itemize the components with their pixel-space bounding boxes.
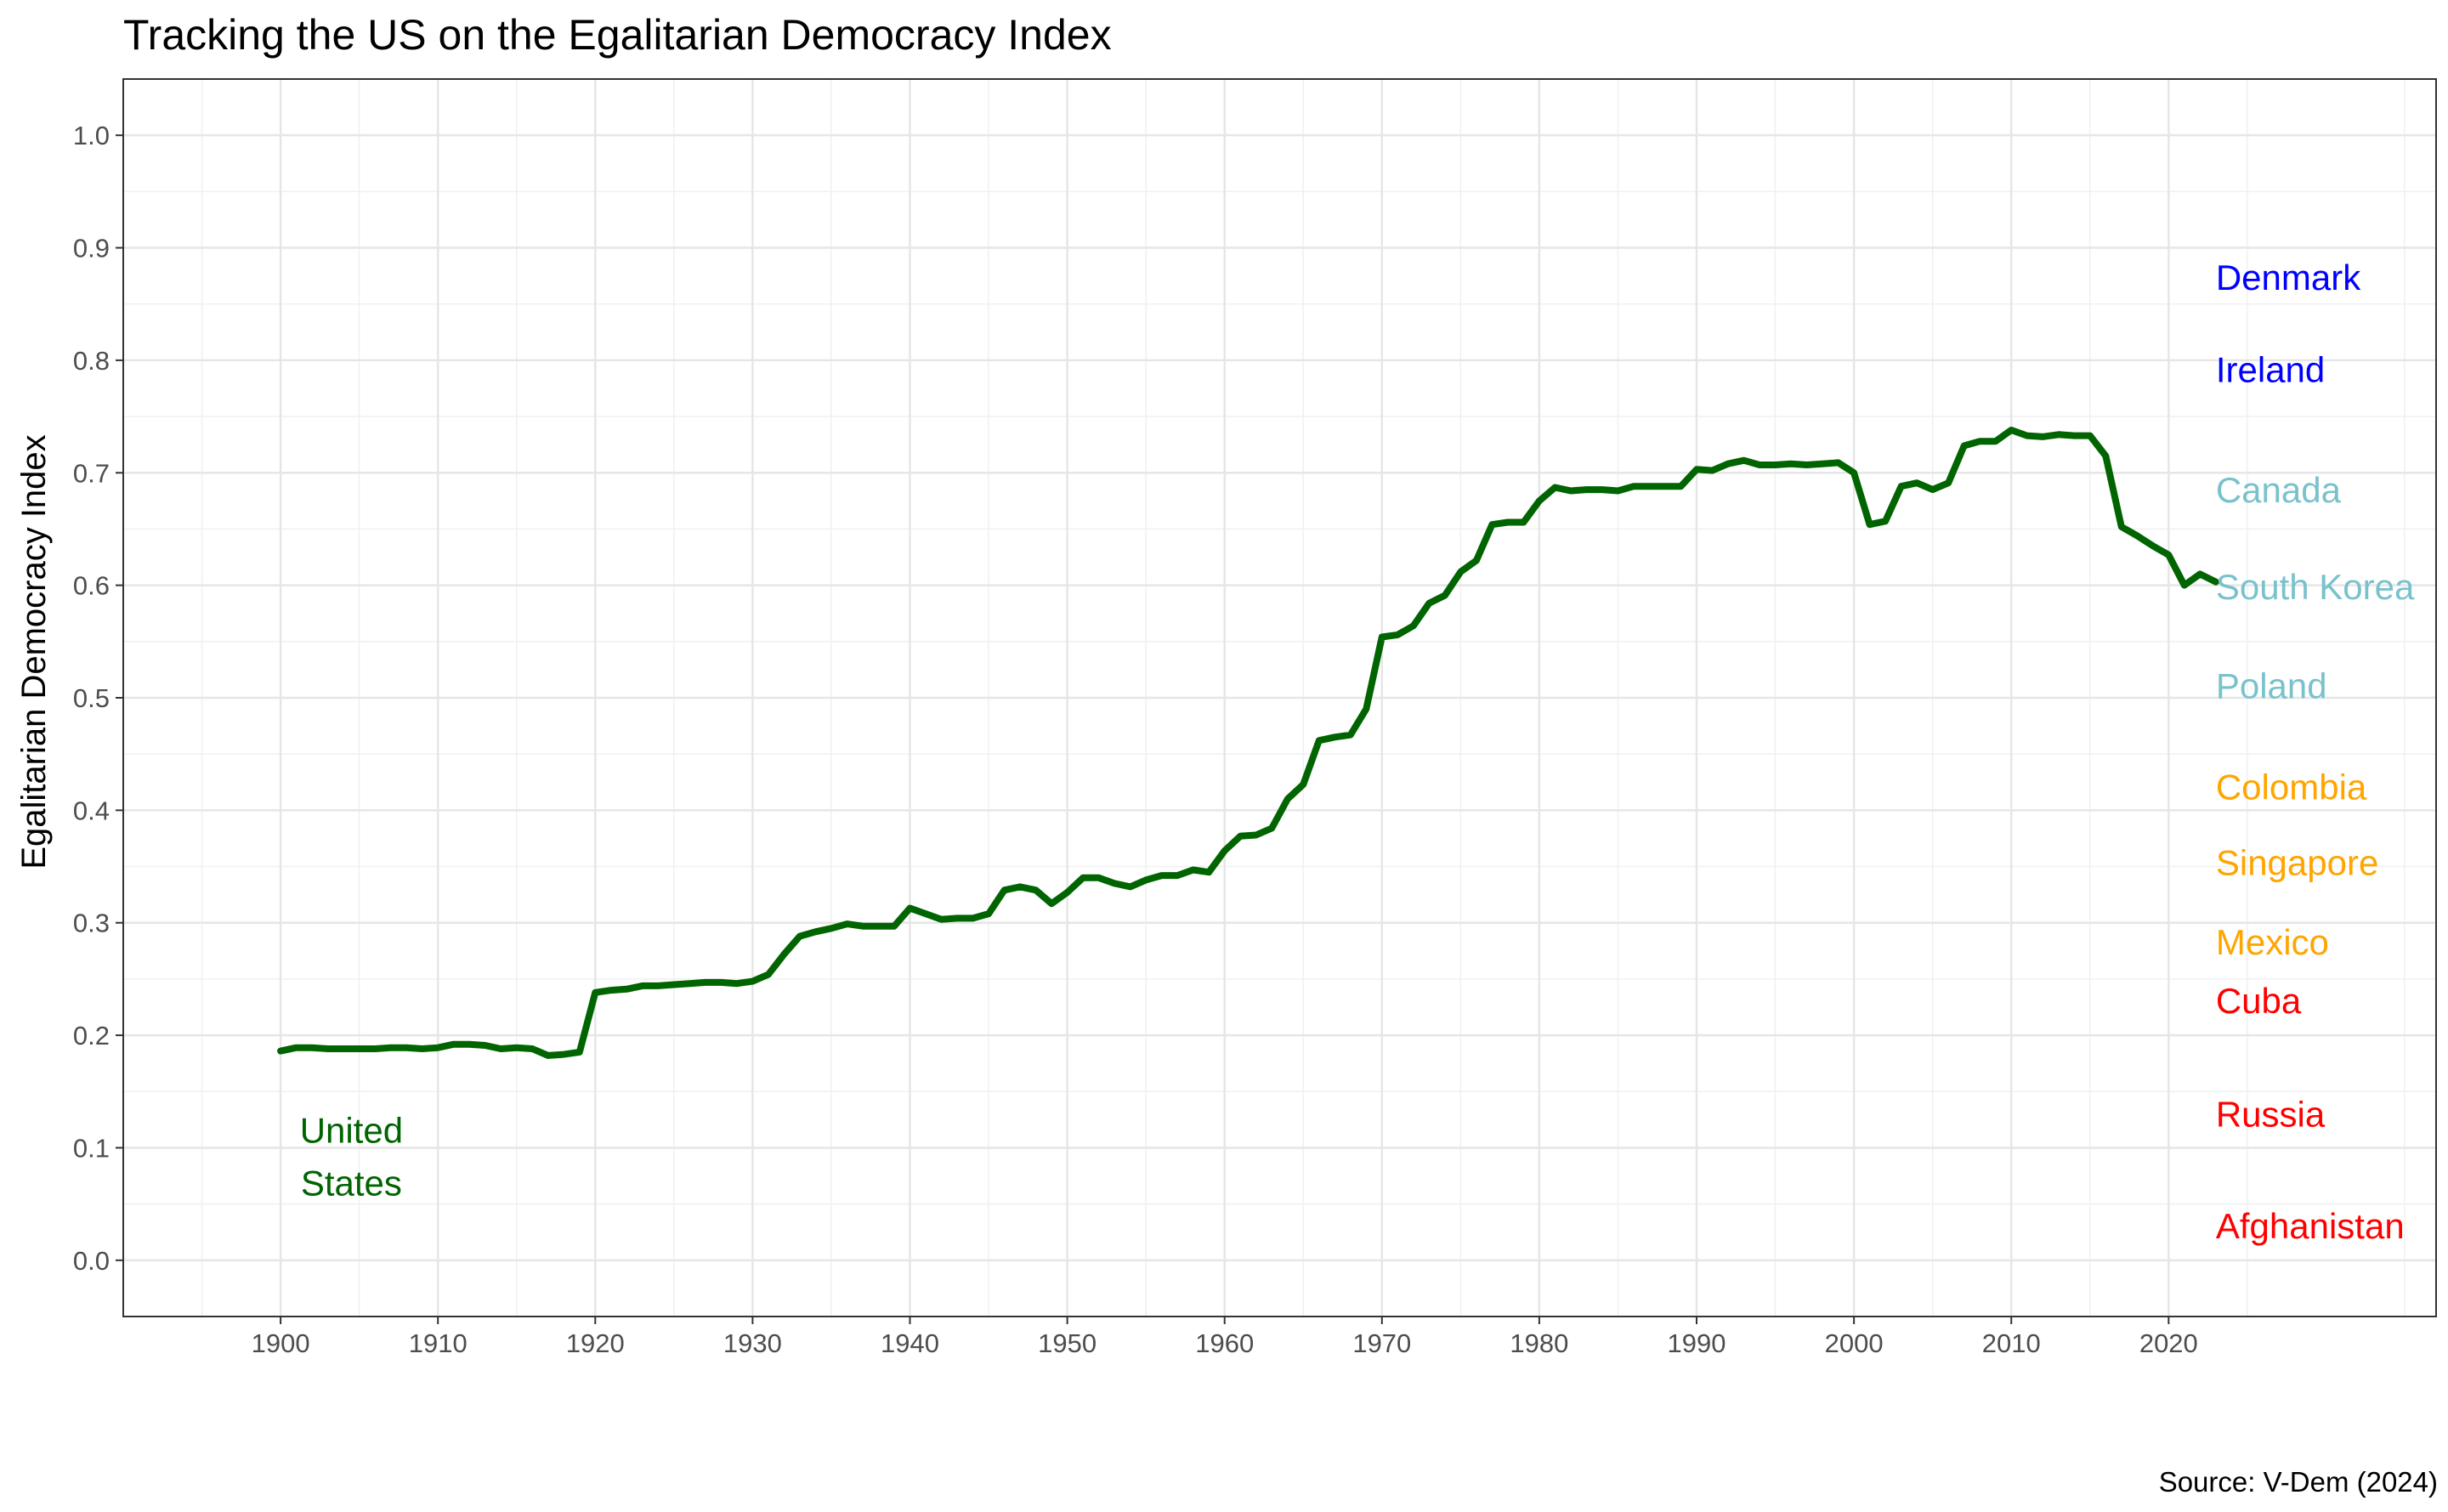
y-tick-label: 1.0 <box>73 121 110 150</box>
series-label: States <box>301 1164 402 1203</box>
x-tick-label: 1990 <box>1668 1328 1726 1358</box>
y-tick-label: 0.5 <box>73 683 110 713</box>
x-tick-label: 2000 <box>1825 1328 1884 1358</box>
chart-title: Tracking the US on the Egalitarian Democ… <box>123 11 1112 59</box>
series-layer: United States <box>277 427 2219 1203</box>
country-labels: Denmark Ireland Canada South Korea Poland Col… <box>2216 258 2415 1246</box>
x-tick-label: 2020 <box>2139 1328 2198 1358</box>
x-tick-label: 1950 <box>1038 1328 1096 1358</box>
y-tick-label: 0.8 <box>73 346 110 376</box>
y-tick-label: 0.3 <box>73 909 110 938</box>
x-tick-label: 1910 <box>409 1328 468 1358</box>
x-tick-label: 1920 <box>566 1328 625 1358</box>
country-label-colombia: Colombia <box>2216 767 2367 807</box>
country-label-south-korea: South Korea <box>2216 567 2415 607</box>
country-label-poland: Poland <box>2216 665 2327 705</box>
country-label-denmark: Denmark <box>2216 258 2361 297</box>
y-tick-label: 0.9 <box>73 234 110 263</box>
y-axis-title: Egalitarian Democracy Index <box>15 434 53 869</box>
series-label: United <box>300 1111 403 1151</box>
country-label-afghanistan: Afghanistan <box>2216 1206 2405 1246</box>
country-label-russia: Russia <box>2216 1095 2326 1135</box>
y-tick-label: 0.1 <box>73 1133 110 1163</box>
country-label-cuba: Cuba <box>2216 981 2302 1021</box>
x-tick-label: 1900 <box>252 1328 310 1358</box>
x-tick-label: 1940 <box>881 1328 939 1358</box>
country-label-mexico: Mexico <box>2216 922 2329 962</box>
country-label-canada: Canada <box>2216 470 2342 510</box>
country-label-singapore: Singapore <box>2216 842 2378 882</box>
x-tick-label: 1980 <box>1510 1328 1568 1358</box>
series-line-united-states <box>277 427 2219 1059</box>
y-axis: 0.0 0.1 0.2 0.3 0.4 0.5 0.6 0.7 0.8 0.9 1.0 <box>73 121 123 1276</box>
country-label-ireland: Ireland <box>2216 349 2325 389</box>
y-tick-label: 0.0 <box>73 1246 110 1276</box>
x-axis: 1900 1910 1920 1930 1940 1950 1960 1970 1980 1990… <box>252 1317 2198 1358</box>
y-tick-label: 0.4 <box>73 796 110 825</box>
y-tick-label: 0.2 <box>73 1021 110 1050</box>
x-tick-label: 2010 <box>1982 1328 2041 1358</box>
source-caption: Source: V-Dem (2024) <box>2159 1466 2438 1498</box>
major-grid <box>123 79 2436 1317</box>
x-tick-label: 1960 <box>1195 1328 1254 1358</box>
x-tick-label: 1930 <box>723 1328 782 1358</box>
y-tick-label: 0.7 <box>73 458 110 488</box>
x-tick-label: 1970 <box>1352 1328 1411 1358</box>
y-tick-label: 0.6 <box>73 571 110 601</box>
